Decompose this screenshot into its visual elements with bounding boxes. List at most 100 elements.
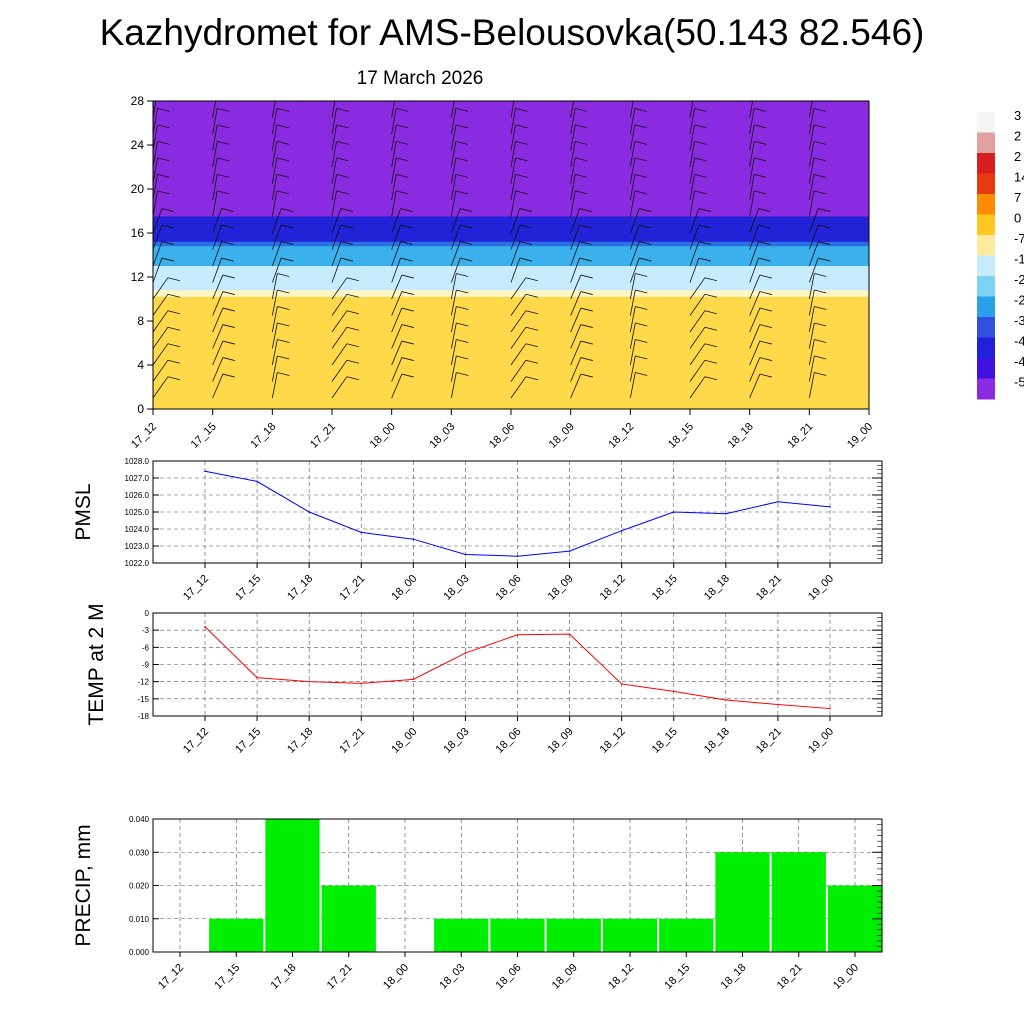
- precip-bar: [771, 852, 826, 952]
- wind-barb: [212, 141, 218, 168]
- wind-barb-flag: [401, 274, 414, 279]
- wind-barb-flag: [759, 340, 772, 345]
- wind-barb-flag: [759, 291, 772, 295]
- wind-barb: [510, 174, 516, 201]
- wind-barb: [629, 124, 636, 151]
- wind-barb: [868, 397, 869, 398]
- wind-barb-flag: [396, 92, 408, 95]
- wind-barb-flag: [217, 157, 230, 162]
- wind-barb-flag: [579, 257, 592, 262]
- temp-point: [308, 680, 310, 683]
- wind-barb: [629, 289, 636, 316]
- wind-barb: [689, 141, 695, 168]
- colorbar-swatch: [977, 112, 995, 133]
- wind-barb-flag: [634, 174, 647, 178]
- pmsl-xtick-label: 17_15: [233, 573, 263, 603]
- pmsl-xtick-label: 17_18: [285, 573, 315, 603]
- wind-barb-flag: [525, 293, 539, 298]
- pmsl-point: [725, 512, 727, 515]
- pmsl-xtick-label: 18_12: [598, 573, 628, 603]
- wind-barb: [153, 141, 158, 168]
- wind-barb: [570, 157, 576, 184]
- wind-barb-flag: [525, 326, 539, 331]
- precip-xtick-label: 18_12: [606, 962, 636, 992]
- wind-barb-flag: [401, 291, 414, 295]
- wind-barb: [391, 101, 395, 118]
- wind-barb-flag: [221, 224, 234, 229]
- wind-barb-flag: [340, 224, 353, 229]
- wind-barb-flag: [157, 157, 170, 162]
- wind-barb-flag: [884, 327, 896, 330]
- wind-barb: [212, 357, 224, 382]
- wind-barb: [808, 339, 815, 366]
- colorbar: 3 2 2 14 7 0 -7 -1 -2 -2 -3 -4 -4 -5: [977, 108, 1024, 400]
- wind-barb-flag: [525, 310, 539, 315]
- wind-barb-flag: [694, 141, 707, 145]
- temp-xtick-label: 19_00: [806, 726, 836, 756]
- wind-barb: [570, 340, 582, 366]
- wind-barb-flag: [874, 174, 886, 177]
- wind-barb: [391, 357, 403, 382]
- wind-barb: [689, 241, 700, 267]
- wind-barb-flag: [814, 306, 827, 310]
- colorbar-label: -1: [1014, 252, 1024, 267]
- wind-barb-flag: [874, 125, 886, 128]
- temp-point: [412, 678, 415, 681]
- precip-ytick-label: 0.000: [129, 948, 150, 957]
- wind-barb-flag: [336, 124, 349, 129]
- colorbar-swatch: [977, 194, 995, 215]
- wind-barb-flag: [337, 92, 349, 95]
- wind-barb: [510, 359, 527, 382]
- wind-barb-flag: [525, 376, 539, 381]
- heat-ytick-label: 4: [137, 358, 144, 372]
- wind-barb-flag: [400, 208, 413, 212]
- wind-barb-flag: [455, 174, 468, 178]
- wind-barb: [331, 157, 337, 184]
- wind-barb: [450, 174, 457, 201]
- wind-barb-flag: [515, 157, 528, 162]
- pmsl-ytick-label: 1027.0: [125, 474, 150, 483]
- wind-barb: [808, 141, 815, 168]
- wind-barb: [510, 124, 516, 151]
- wind-barb: [868, 214, 869, 217]
- wind-barb-flag: [346, 293, 360, 298]
- wind-barb-flag: [639, 257, 652, 262]
- wind-barb: [689, 277, 706, 300]
- heat-xtick-label: 18_12: [606, 421, 636, 451]
- wind-barb-flag: [575, 108, 588, 112]
- wind-barb-flag: [167, 293, 181, 298]
- wind-barb-flag: [814, 289, 827, 294]
- temp-ylabel: TEMP at 2 M: [85, 603, 108, 725]
- wind-barb: [570, 274, 582, 300]
- wind-barb-flag: [455, 141, 468, 145]
- wind-barb: [450, 190, 457, 217]
- wind-barb-flag: [758, 208, 771, 212]
- wind-barb-flag: [813, 174, 826, 178]
- wind-barb-flag: [874, 158, 886, 161]
- wind-barb: [450, 322, 457, 349]
- wind-barb: [629, 322, 636, 349]
- heat-band-0: [153, 293, 869, 409]
- wind-barb: [689, 343, 706, 366]
- wind-barb-flag: [580, 291, 593, 295]
- wind-barb: [331, 343, 348, 366]
- colorbar-swatch: [977, 132, 995, 154]
- heat-xtick-label: 19_00: [845, 421, 875, 451]
- wind-barb-flag: [814, 339, 827, 343]
- wind-barb: [153, 190, 158, 217]
- pmsl-xtick-label: 19_00: [806, 573, 836, 603]
- wind-barb-flag: [158, 92, 170, 95]
- wind-barb-flag: [754, 108, 767, 112]
- wind-barb-flag: [754, 124, 767, 129]
- wind-barb: [868, 148, 869, 151]
- wind-barb-flag: [276, 124, 289, 129]
- precip-xtick-label: 19_00: [831, 962, 861, 992]
- wind-barb-flag: [754, 92, 766, 95]
- wind-barb: [153, 343, 169, 366]
- wind-barb: [391, 208, 401, 234]
- wind-barb-flag: [759, 357, 772, 361]
- wind-barb-flag: [336, 190, 349, 195]
- wind-barb-flag: [580, 307, 593, 312]
- temp-ytick-label: -15: [137, 695, 149, 704]
- wind-barb: [808, 289, 815, 316]
